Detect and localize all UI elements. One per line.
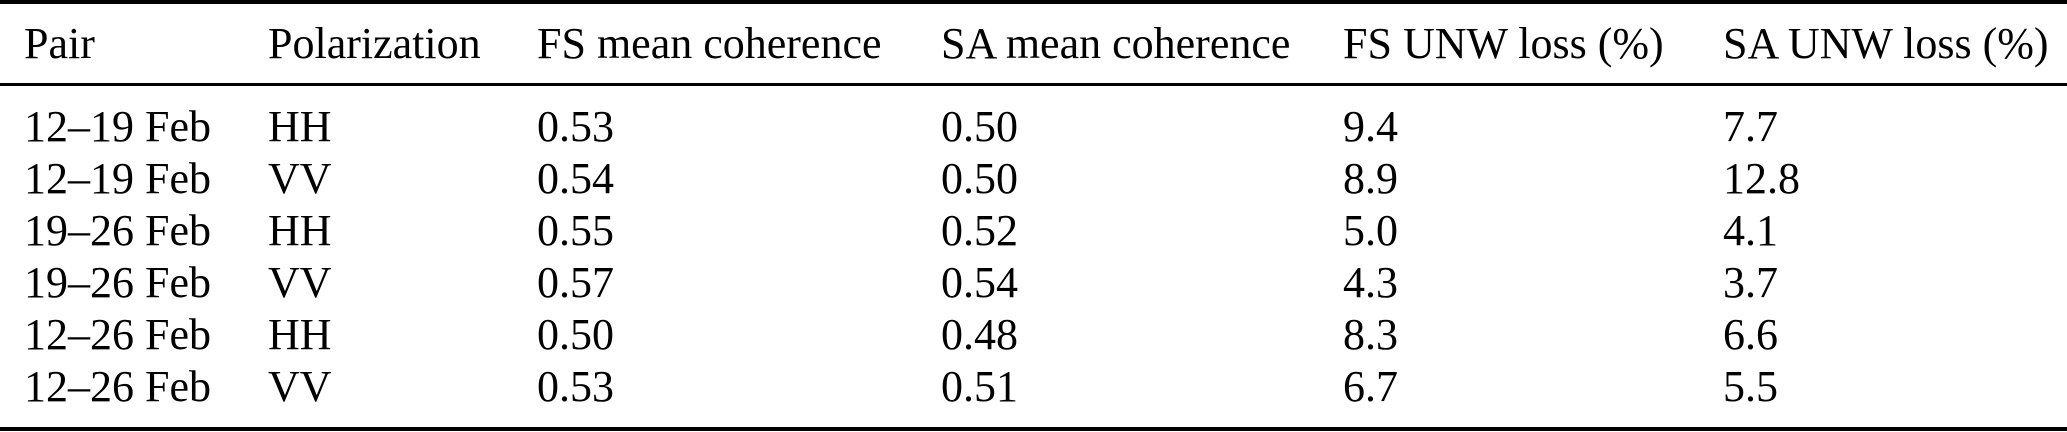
table-row: 19–26 Feb HH 0.55 0.52 5.0 4.1 xyxy=(0,204,2067,256)
cell-sa-unw-loss: 6.6 xyxy=(1723,309,1778,359)
cell-sa-mean-coherence: 0.54 xyxy=(941,257,1018,307)
cell-pair: 12–19 Feb xyxy=(24,153,211,203)
table-row: 12–19 Feb VV 0.54 0.50 8.9 12.8 xyxy=(0,152,2067,204)
cell-sa-mean-coherence: 0.50 xyxy=(941,101,1018,151)
cell-sa-mean-coherence: 0.51 xyxy=(941,361,1018,411)
cell-sa-unw-loss: 12.8 xyxy=(1723,153,1800,203)
cell-sa-mean-coherence: 0.50 xyxy=(941,153,1018,203)
cell-polarization: VV xyxy=(268,153,332,203)
cell-sa-mean-coherence: 0.48 xyxy=(941,309,1018,359)
cell-fs-unw-loss: 9.4 xyxy=(1343,101,1398,151)
cell-fs-mean-coherence: 0.57 xyxy=(537,257,614,307)
cell-polarization: VV xyxy=(268,257,332,307)
cell-sa-unw-loss: 5.5 xyxy=(1723,361,1778,411)
cell-polarization: HH xyxy=(268,101,332,151)
cell-polarization: HH xyxy=(268,309,332,359)
cell-pair: 12–19 Feb xyxy=(24,101,211,151)
column-header-sa-mean-coherence: SA mean coherence xyxy=(941,2,1343,86)
cell-pair: 19–26 Feb xyxy=(24,257,211,307)
cell-fs-mean-coherence: 0.55 xyxy=(537,205,614,255)
table-row: 19–26 Feb VV 0.57 0.54 4.3 3.7 xyxy=(0,256,2067,308)
cell-fs-mean-coherence: 0.50 xyxy=(537,309,614,359)
cell-fs-mean-coherence: 0.53 xyxy=(537,361,614,411)
cell-fs-unw-loss: 6.7 xyxy=(1343,361,1398,411)
table-row: 12–26 Feb VV 0.53 0.51 6.7 5.5 xyxy=(0,360,2067,429)
cell-fs-unw-loss: 5.0 xyxy=(1343,205,1398,255)
cell-polarization: VV xyxy=(268,361,332,411)
cell-fs-mean-coherence: 0.53 xyxy=(537,101,614,151)
cell-sa-unw-loss: 4.1 xyxy=(1723,205,1778,255)
cell-fs-unw-loss: 8.9 xyxy=(1343,153,1398,203)
cell-sa-unw-loss: 7.7 xyxy=(1723,101,1778,151)
cell-pair: 12–26 Feb xyxy=(24,309,211,359)
cell-fs-unw-loss: 4.3 xyxy=(1343,257,1398,307)
table-header: Pair Polarization FS mean coherence SA m… xyxy=(0,2,2067,86)
column-header-pair: Pair xyxy=(0,2,268,86)
column-header-fs-unw-loss: FS UNW loss (%) xyxy=(1343,2,1723,86)
table-row: 12–26 Feb HH 0.50 0.48 8.3 6.6 xyxy=(0,308,2067,360)
cell-sa-mean-coherence: 0.52 xyxy=(941,205,1018,255)
table-body: 12–19 Feb HH 0.53 0.50 9.4 7.7 12–19 Feb… xyxy=(0,85,2067,430)
cell-pair: 12–26 Feb xyxy=(24,361,211,411)
column-header-polarization: Polarization xyxy=(268,2,537,86)
cell-sa-unw-loss: 3.7 xyxy=(1723,257,1778,307)
header-row: Pair Polarization FS mean coherence SA m… xyxy=(0,2,2067,86)
column-header-fs-mean-coherence: FS mean coherence xyxy=(537,2,941,86)
column-header-sa-unw-loss: SA UNW loss (%) xyxy=(1723,2,2067,86)
table-row: 12–19 Feb HH 0.53 0.50 9.4 7.7 xyxy=(0,85,2067,153)
cell-fs-mean-coherence: 0.54 xyxy=(537,153,614,203)
cell-fs-unw-loss: 8.3 xyxy=(1343,309,1398,359)
cell-pair: 19–26 Feb xyxy=(24,205,211,255)
cell-polarization: HH xyxy=(268,205,332,255)
